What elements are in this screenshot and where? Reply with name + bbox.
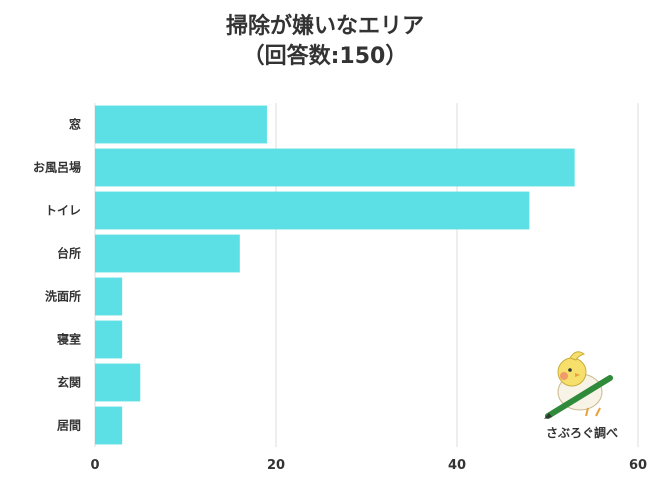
category-label: 洗面所 bbox=[45, 289, 81, 304]
x-tick-labels: 0 20 40 60 bbox=[90, 458, 647, 473]
bar-2 bbox=[95, 191, 530, 230]
category-label: 居間 bbox=[57, 419, 81, 433]
x-tick-label: 40 bbox=[448, 458, 466, 473]
chart-subtitle: （回答数:150） bbox=[242, 44, 408, 69]
x-tick-label: 60 bbox=[629, 458, 647, 473]
bar-7 bbox=[95, 406, 123, 445]
category-label: 台所 bbox=[57, 246, 81, 261]
bars bbox=[95, 105, 575, 445]
bar-1 bbox=[95, 148, 575, 187]
bar-4 bbox=[95, 277, 123, 316]
bar-0 bbox=[95, 105, 267, 144]
category-label: 寝室 bbox=[57, 332, 81, 347]
chart-title: 掃除が嫌いなエリア bbox=[225, 14, 424, 39]
x-tick-label: 0 bbox=[90, 458, 99, 473]
category-label: トイレ bbox=[45, 204, 81, 218]
credit-text: さぶろぐ調べ bbox=[545, 426, 618, 440]
bird-mascot-icon bbox=[544, 351, 613, 419]
bar-3 bbox=[95, 234, 240, 273]
bar-5 bbox=[95, 320, 123, 359]
category-label: 窓 bbox=[69, 117, 81, 132]
x-tick-label: 20 bbox=[267, 458, 285, 473]
category-label: 玄関 bbox=[57, 375, 81, 390]
category-label: お風呂場 bbox=[33, 160, 81, 175]
bar-6 bbox=[95, 363, 141, 402]
